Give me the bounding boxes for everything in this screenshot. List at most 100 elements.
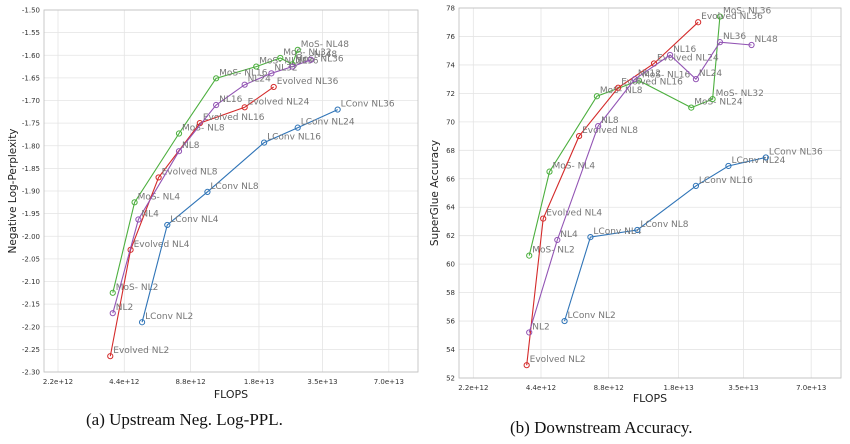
data-point-nl [666, 51, 674, 59]
point-label: LConv NL2 [568, 311, 616, 321]
point-label: NL8 [182, 141, 200, 151]
y-tick-label: 76 [446, 33, 455, 41]
data-point-lconv [204, 188, 211, 196]
data-point-nl [716, 39, 724, 46]
x-tick-label: 3.5e+13 [728, 384, 758, 392]
point-label: NL2 [116, 303, 133, 313]
point-label: MoS- NL16 [219, 68, 268, 78]
data-point-evolved [107, 353, 114, 360]
data-point-lconv [261, 139, 268, 146]
point-label: Evolved NL16 [203, 113, 265, 123]
data-point-nl [241, 81, 248, 88]
data-point-evolved [615, 84, 622, 91]
y-tick-label: 74 [446, 61, 455, 69]
y-tick-label: -1.55 [22, 29, 40, 37]
plot-frame [43, 9, 419, 373]
data-point-lconv [762, 154, 769, 161]
point-label: MoS- NL32 [283, 48, 331, 58]
data-point-evolved [241, 104, 248, 111]
point-label: Evolved NL4 [546, 209, 602, 219]
data-point-nl [307, 56, 315, 63]
y-tick-label: 72 [446, 90, 455, 98]
data-point-evolved [576, 132, 583, 140]
point-label: Evolved NL24 [657, 54, 719, 64]
y-tick-label: -2.05 [22, 255, 40, 263]
x-tick-label: 8.8e+12 [594, 384, 624, 392]
y-tick-label: -2.10 [22, 278, 40, 286]
data-point-evolved [540, 215, 547, 222]
point-label: LConv NL2 [145, 312, 193, 322]
data-point-nl [595, 123, 602, 130]
point-label: NL4 [141, 210, 159, 220]
point-label: LConv NL4 [593, 227, 641, 237]
y-tick-label: -1.80 [22, 142, 40, 150]
point-label: Evolved NL8 [582, 126, 638, 136]
y-tick-label: 78 [446, 5, 455, 13]
point-label: MoS- NL8 [600, 86, 643, 96]
point-label: NL32 [274, 63, 297, 73]
x-axis-label: FLOPS [214, 388, 248, 401]
point-label: LConv NL16 [267, 133, 321, 143]
series-line-lconv [141, 109, 338, 323]
y-tick-label: -2.15 [22, 301, 40, 309]
series-line-nl [112, 59, 312, 314]
y-axis-label: Negative Log-Perplexity [7, 128, 19, 253]
point-label: MoS- NL32 [716, 89, 764, 99]
point-label: LConv NL4 [170, 215, 218, 225]
data-point-lconv [334, 106, 341, 113]
x-tick-label: 1.8e+13 [663, 384, 693, 392]
point-label: MoS- NL36 [295, 54, 344, 64]
point-label: MoS- NL16 [642, 71, 691, 81]
point-label: NL24 [248, 75, 271, 85]
point-label: LConv NL24 [301, 118, 355, 128]
point-label: NL36 [723, 32, 746, 42]
y-tick-label: -1.90 [22, 188, 40, 196]
point-label: NL48 [314, 50, 337, 60]
y-tick-label: -1.65 [22, 74, 40, 82]
y-tick-label: -1.70 [22, 97, 40, 105]
y-tick-label: -2.00 [22, 233, 40, 241]
point-label: MoS- NL24 [694, 98, 743, 108]
y-tick-label: -1.75 [22, 120, 40, 128]
x-tick-label: 4.4e+12 [109, 378, 139, 386]
data-point-lconv [725, 162, 732, 170]
x-tick-label: 8.8e+12 [175, 378, 205, 386]
x-tick-label: 1.8e+13 [244, 378, 274, 386]
x-tick-label: 7.0e+13 [796, 384, 826, 392]
point-label: Evolved NL36 [277, 77, 339, 87]
data-point-nl [268, 70, 275, 77]
data-point-lconv [294, 124, 301, 131]
point-label: MoS- NL2 [116, 283, 159, 293]
point-label: LConv NL8 [210, 182, 258, 192]
data-point-evolved [695, 19, 702, 26]
data-point-evolved [155, 174, 162, 181]
y-tick-label: 54 [446, 346, 455, 354]
point-label: LConv NL8 [640, 220, 688, 230]
y-tick-label: 66 [446, 175, 455, 183]
point-label: Evolved NL24 [248, 97, 310, 107]
x-tick-label: 3.5e+13 [307, 378, 337, 386]
point-label: LConv NL36 [769, 147, 823, 157]
data-point-mos [709, 95, 716, 103]
data-point-nl [289, 63, 296, 70]
point-label: Evolved NL16 [621, 78, 683, 88]
y-tick-label: 58 [446, 289, 455, 297]
plot-frame [458, 7, 842, 379]
data-point-mos [277, 54, 284, 62]
data-point-mos [253, 63, 260, 70]
data-point-mos [593, 93, 601, 100]
point-label: NL4 [560, 230, 578, 240]
x-tick-label: 2.2e+12 [43, 378, 73, 386]
point-label: MoS- NL36 [723, 7, 772, 17]
data-point-nl [213, 101, 220, 109]
data-point-lconv [164, 221, 171, 229]
point-label: LConv NL16 [699, 176, 753, 186]
data-point-mos [109, 289, 116, 296]
y-axis-label: SuperGlue Accuracy [429, 140, 441, 246]
x-axis-label: FLOPS [633, 392, 667, 405]
data-point-evolved [270, 83, 277, 91]
data-point-mos [213, 75, 220, 82]
caption-upstream: (a) Upstream Neg. Log-PPL. [86, 410, 283, 429]
data-point-mos [546, 168, 553, 175]
data-point-nl [748, 41, 755, 49]
